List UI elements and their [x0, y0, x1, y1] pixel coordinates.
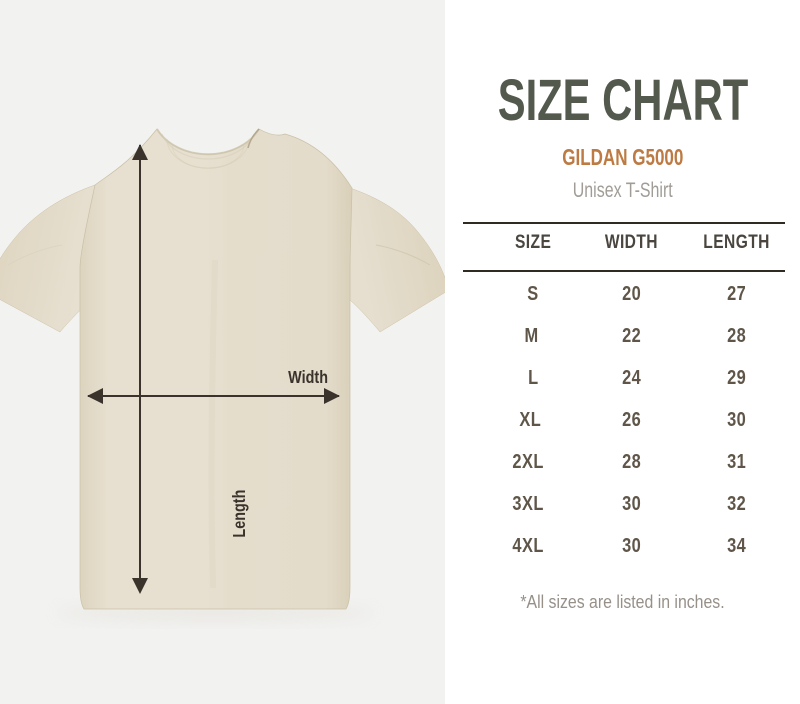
svg-text:Length: Length	[230, 490, 250, 538]
svg-text:Width: Width	[288, 368, 328, 388]
